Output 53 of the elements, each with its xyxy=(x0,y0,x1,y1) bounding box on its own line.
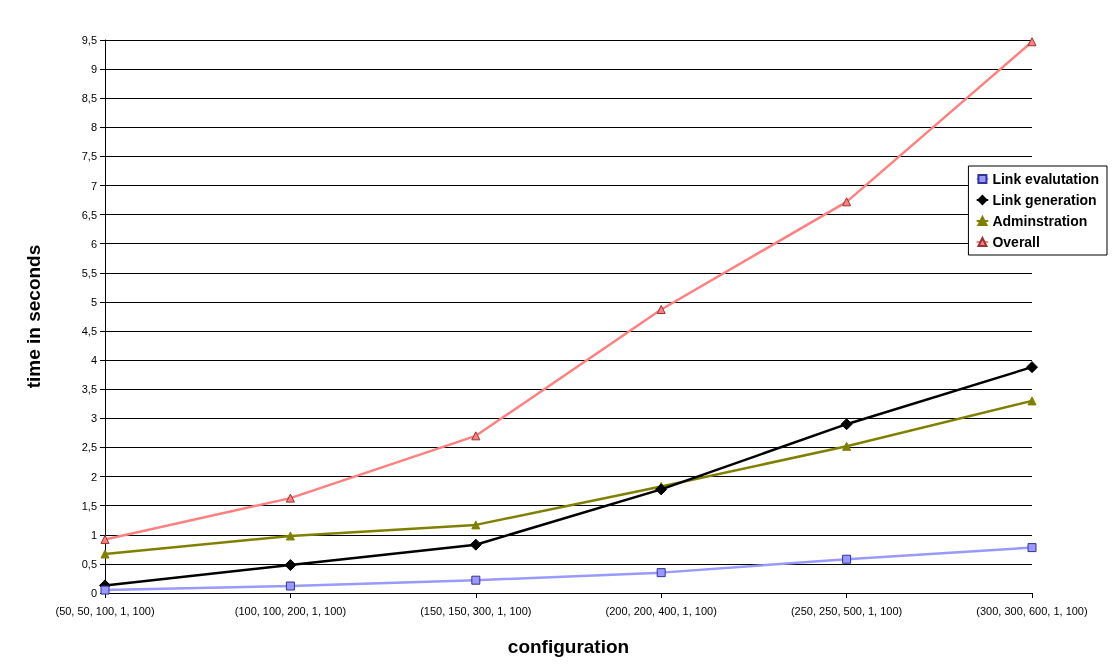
y-tick-label: 7 xyxy=(90,179,97,192)
y-tick-label: 9 xyxy=(90,63,97,76)
point xyxy=(655,483,668,496)
legend-label: Adminstration xyxy=(992,213,1088,229)
point xyxy=(656,305,666,315)
point xyxy=(840,418,853,431)
point xyxy=(100,549,110,559)
y-tick-label: 6,5 xyxy=(81,208,97,221)
y-tick-label: 8 xyxy=(90,121,97,134)
x-tick-label: (100, 100, 200, 1, 100) xyxy=(234,604,347,617)
point xyxy=(842,441,852,451)
point xyxy=(284,559,297,572)
point xyxy=(1027,396,1037,406)
x-axis-title: configuration xyxy=(507,636,630,657)
x-tick-label: (200, 200, 400, 1, 100) xyxy=(605,604,717,617)
y-tick-label: 9,5 xyxy=(81,34,97,46)
point xyxy=(285,581,295,591)
y-tick-label: 7,5 xyxy=(81,150,97,163)
y-tick-label: 0 xyxy=(90,587,97,599)
x-tick-label: (50, 50, 100, 1, 100) xyxy=(55,604,155,617)
x-tick-label: (150, 150, 300, 1, 100) xyxy=(420,604,532,617)
point xyxy=(471,520,481,530)
point xyxy=(471,431,481,441)
y-tick-label: 6 xyxy=(90,237,97,250)
point xyxy=(842,554,852,564)
y-tick-label: 3,5 xyxy=(81,383,97,396)
y-tick-label: 1,5 xyxy=(81,499,97,512)
point xyxy=(100,585,110,595)
y-tick-label: 8,5 xyxy=(81,92,97,105)
y-tick-label: 1 xyxy=(90,528,97,541)
y-tick-label: 2 xyxy=(90,470,97,483)
y-tick-label: 4,5 xyxy=(81,325,97,338)
y-tick-label: 4 xyxy=(90,354,97,367)
point xyxy=(285,531,295,541)
point xyxy=(471,575,481,585)
point xyxy=(1026,361,1038,374)
point xyxy=(1027,543,1037,553)
y-tick-label: 0,5 xyxy=(81,557,97,570)
point xyxy=(469,538,482,551)
y-axis-title: time in seconds xyxy=(23,244,44,389)
y-tick-label: 5,5 xyxy=(81,266,97,279)
legend-label: Overall xyxy=(992,234,1040,250)
y-tick-label: 5 xyxy=(90,295,97,308)
point xyxy=(656,568,666,578)
x-tick-label: (250, 250, 500, 1, 100) xyxy=(790,604,903,617)
point xyxy=(842,197,852,207)
legend-label: Link generation xyxy=(992,192,1097,208)
point xyxy=(1027,37,1037,47)
y-tick-label: 3 xyxy=(90,412,97,425)
x-tick-label: (300, 300, 600, 1, 100) xyxy=(976,604,1088,617)
legend-label: Link evalutation xyxy=(992,171,1100,187)
point xyxy=(285,493,295,503)
y-tick-label: 2,5 xyxy=(81,441,97,454)
